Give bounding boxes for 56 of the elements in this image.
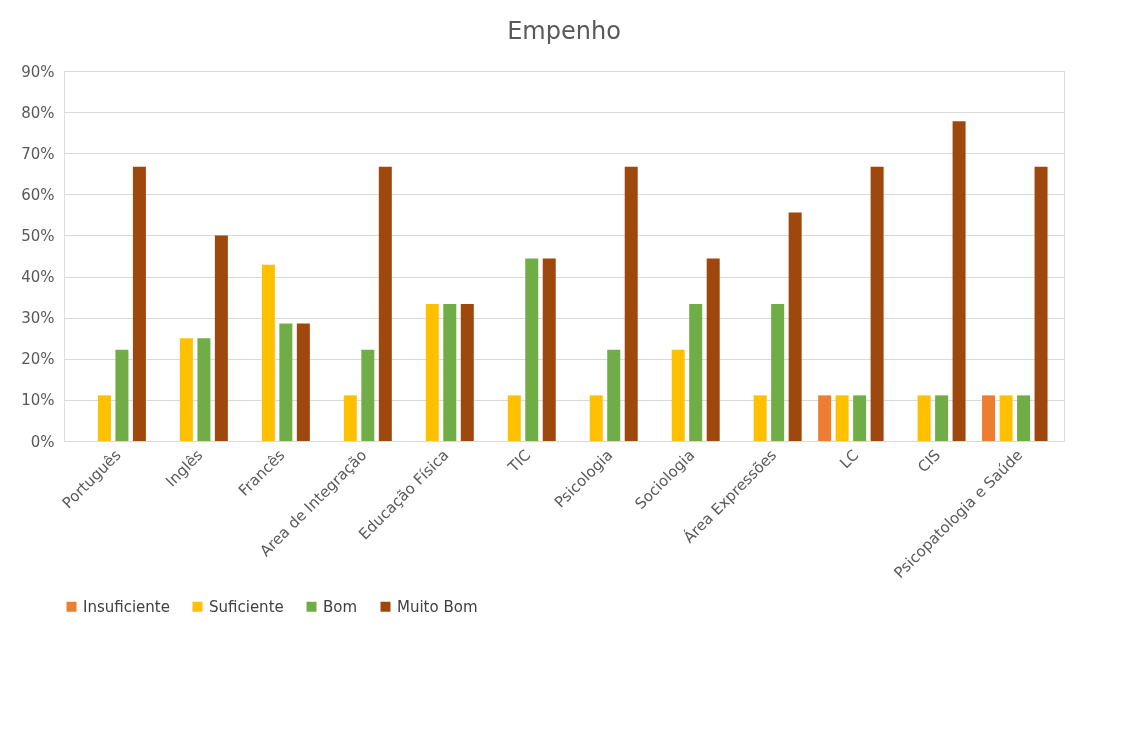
bar [97,395,111,441]
y-tick-label: 10% [21,391,55,410]
bar [343,395,357,441]
y-tick-label: 0% [30,432,55,451]
legend-label: Suficiente [209,597,284,616]
chart-title: Empenho [507,17,621,45]
bar [935,395,949,441]
bar [818,395,832,441]
bar [689,304,703,441]
bar [115,349,129,441]
bar [999,395,1013,441]
bar [788,212,802,441]
bar [589,395,603,441]
bar [197,338,211,441]
bar [261,264,275,441]
y-tick-label: 20% [21,350,55,369]
bar [952,121,966,441]
x-tick-label: CIS [914,446,945,477]
bar [1034,166,1048,441]
bar [443,304,457,441]
bar [214,235,228,441]
x-tick-label: TIC [503,446,535,477]
bar [624,166,638,441]
x-tick-label: LC [836,446,863,473]
bar [753,395,767,441]
bar [296,323,310,441]
bar [361,349,375,441]
legend-label: Bom [323,597,358,616]
y-tick-label: 30% [21,309,55,328]
bar [671,349,685,441]
legend-label: Insuficiente [83,597,170,616]
bar [706,258,720,441]
bar [132,166,146,441]
y-tick-label: 60% [21,185,55,204]
bar [771,304,785,441]
bar [507,395,521,441]
bar [425,304,439,441]
y-tick-label: 80% [21,103,55,122]
y-tick-label: 50% [21,226,55,245]
bar [460,304,474,441]
bar [853,395,867,441]
legend-label: Muito Bom [397,597,478,616]
bar [1017,395,1031,441]
bar [378,166,392,441]
bar [870,166,884,441]
bar [607,349,621,441]
y-tick-label: 70% [21,144,55,163]
bar [835,395,849,441]
y-tick-label: 40% [21,268,55,287]
bar [542,258,556,441]
bar [917,395,931,441]
bar [525,258,539,441]
bar [279,323,293,441]
bar [179,338,193,441]
y-tick-label: 90% [21,62,55,81]
bar [982,395,996,441]
